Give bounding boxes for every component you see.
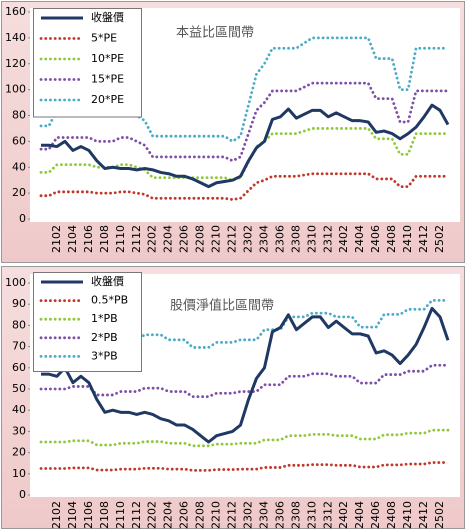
legend-label: 收盤價 bbox=[91, 274, 124, 288]
y-tick-label: 10 bbox=[12, 467, 26, 480]
x-tick-label: 2112 bbox=[130, 501, 143, 529]
x-tick-label: 2306 bbox=[273, 501, 286, 529]
legend-label: 2*PB bbox=[91, 331, 118, 344]
y-tick-label: 40 bbox=[12, 403, 26, 416]
x-tick-label: 2412 bbox=[417, 225, 430, 253]
x-tick-label: 2204 bbox=[162, 225, 175, 253]
series-line bbox=[39, 363, 450, 399]
x-tick-label: 2106 bbox=[82, 501, 95, 529]
x-tick-label: 2112 bbox=[130, 225, 143, 253]
legend-label: 10*PE bbox=[91, 52, 124, 65]
x-tick-label: 2308 bbox=[289, 501, 302, 529]
y-tick-label: 60 bbox=[12, 134, 26, 147]
legend-box bbox=[33, 8, 142, 118]
y-tick-label: 100 bbox=[5, 83, 26, 96]
y-tick-label: 40 bbox=[12, 160, 26, 173]
x-tick-label: 2408 bbox=[385, 225, 398, 253]
x-tick-label: 2110 bbox=[114, 225, 127, 253]
x-tick-label: 2404 bbox=[353, 225, 366, 253]
x-tick-label: 2310 bbox=[305, 225, 318, 253]
legend-label: 20*PE bbox=[91, 93, 124, 106]
x-tick-label: 2408 bbox=[385, 501, 398, 529]
legend-label: 收盤價 bbox=[91, 10, 124, 24]
x-tick-label: 2304 bbox=[257, 501, 270, 529]
x-tick-label: 2308 bbox=[289, 225, 302, 253]
y-tick-label: 0 bbox=[19, 488, 26, 501]
x-tick-label: 2108 bbox=[98, 501, 111, 529]
x-tick-label: 2102 bbox=[50, 225, 63, 253]
x-tick-label: 2310 bbox=[305, 501, 318, 529]
annotation: 本益比區間帶 bbox=[176, 26, 254, 41]
x-tick-label: 2108 bbox=[98, 225, 111, 253]
y-tick-label: 30 bbox=[12, 424, 26, 437]
y-tick-label: 80 bbox=[12, 318, 26, 331]
x-tick-label: 2106 bbox=[82, 225, 95, 253]
legend-box bbox=[33, 272, 142, 372]
x-tick-label: 2212 bbox=[226, 501, 239, 529]
y-tick-label: 20 bbox=[12, 446, 26, 459]
x-tick-label: 2208 bbox=[194, 501, 207, 529]
series-line bbox=[39, 428, 450, 448]
x-tick-label: 2206 bbox=[178, 225, 191, 253]
x-tick-label: 2206 bbox=[178, 501, 191, 529]
x-tick-label: 2104 bbox=[66, 501, 79, 529]
x-tick-label: 2304 bbox=[257, 225, 270, 253]
x-tick-label: 2406 bbox=[369, 501, 382, 529]
y-tick-label: 120 bbox=[5, 57, 26, 70]
x-tick-label: 2312 bbox=[321, 225, 334, 253]
x-tick-label: 2212 bbox=[226, 225, 239, 253]
x-tick-label: 2404 bbox=[353, 501, 366, 529]
x-tick-label: 2110 bbox=[114, 501, 127, 529]
x-tick-label: 2412 bbox=[417, 501, 430, 529]
legend-label: 3*PB bbox=[91, 349, 118, 362]
y-tick-label: 20 bbox=[12, 186, 26, 199]
x-tick-label: 2410 bbox=[401, 225, 414, 253]
y-tick-label: 0 bbox=[19, 212, 26, 225]
series-line bbox=[41, 306, 450, 444]
x-tick-label: 2204 bbox=[162, 501, 175, 529]
y-tick-label: 140 bbox=[5, 31, 26, 44]
x-tick-label: 2210 bbox=[210, 225, 223, 253]
annotation: 股價淨值比區間帶 bbox=[170, 298, 274, 314]
legend-label: 15*PE bbox=[91, 73, 124, 86]
x-tick-label: 2102 bbox=[50, 501, 63, 529]
x-tick-label: 2302 bbox=[241, 225, 254, 253]
series-line bbox=[39, 172, 450, 202]
x-tick-label: 2210 bbox=[210, 501, 223, 529]
x-tick-label: 2202 bbox=[146, 225, 159, 253]
y-tick-label: 90 bbox=[12, 297, 26, 310]
y-tick-label: 50 bbox=[12, 382, 26, 395]
x-tick-label: 2406 bbox=[369, 225, 382, 253]
y-tick-label: 160 bbox=[5, 5, 26, 18]
series-line bbox=[39, 81, 450, 163]
y-tick-label: 100 bbox=[5, 276, 26, 289]
x-tick-label: 2402 bbox=[337, 225, 350, 253]
x-tick-label: 2502 bbox=[433, 225, 446, 253]
x-tick-label: 2410 bbox=[401, 501, 414, 529]
x-tick-label: 2104 bbox=[66, 225, 79, 253]
x-tick-label: 2502 bbox=[433, 501, 446, 529]
x-tick-label: 2302 bbox=[241, 501, 254, 529]
x-tick-label: 2202 bbox=[146, 501, 159, 529]
legend-label: 5*PE bbox=[91, 32, 117, 45]
x-tick-label: 2208 bbox=[194, 225, 207, 253]
y-tick-label: 80 bbox=[12, 109, 26, 122]
series-line bbox=[41, 103, 450, 189]
y-tick-label: 60 bbox=[12, 361, 26, 374]
x-tick-label: 2312 bbox=[321, 501, 334, 529]
x-tick-label: 2402 bbox=[337, 501, 350, 529]
x-tick-label: 2306 bbox=[273, 225, 286, 253]
legend-label: 1*PB bbox=[91, 312, 118, 325]
y-tick-label: 70 bbox=[12, 340, 26, 353]
legend-label: 0.5*PB bbox=[91, 294, 128, 307]
